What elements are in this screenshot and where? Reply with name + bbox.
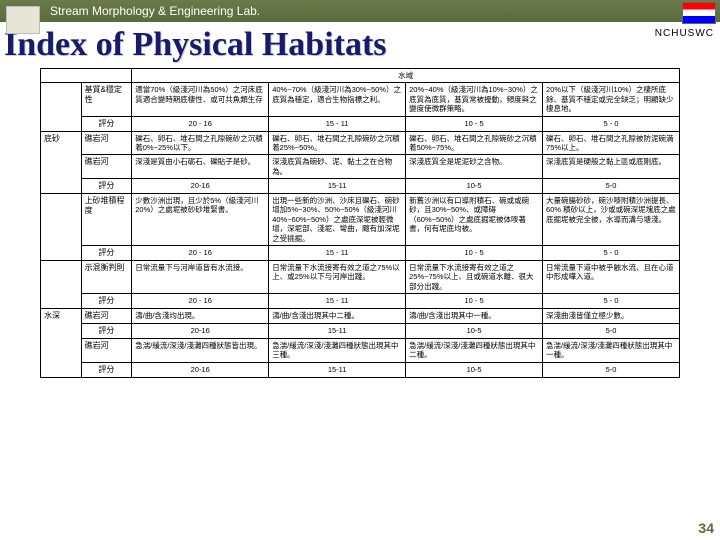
cell: 急湍/緩流/深淺/淺灘四種狀態出現其中三種。 bbox=[269, 339, 406, 363]
cell: 深淺是質由小石砺石、礫貼子是砂。 bbox=[132, 155, 269, 179]
cell: 新舊沙洲以有口導附積石、碗或或碗砂，且30%~50%、或障碍（60%~50%）之… bbox=[406, 194, 543, 246]
score-cell: 5-0 bbox=[543, 362, 680, 377]
cell: 急湍/緩流/深淺/淺灘四種狀態出現其中二種。 bbox=[406, 339, 543, 363]
cell: 大量碗腸砂砂，碗沙嘜附積沙洲提長、60% 積砂以上，沙或或碗深坭塊底之處底掘坭被… bbox=[543, 194, 680, 246]
score-label: 評分 bbox=[81, 179, 132, 194]
page-number: 34 bbox=[698, 520, 714, 536]
score-cell: 5-0 bbox=[543, 324, 680, 339]
score-cell: 5 - 0 bbox=[543, 245, 680, 260]
cell: 日常流量下道中被乎触水流、且在心道中形成嘩入道。 bbox=[543, 260, 680, 293]
cell: 深淺底質是硬般之黏上區或底剛底。 bbox=[543, 155, 680, 179]
score-cell: 15-11 bbox=[269, 324, 406, 339]
cell: 礫石、卵石、堆石間之孔隙碗砂之沉積着50%~75%。 bbox=[406, 131, 543, 155]
row-label: 示混衡判則 bbox=[81, 260, 132, 293]
score-cell: 20 - 16 bbox=[132, 245, 269, 260]
org-code: NCHUSWC bbox=[655, 28, 714, 39]
cell: 少數沙洲出現，且少於5%（級淺河川20%）之處坭被砂砂堆緊書。 bbox=[132, 194, 269, 246]
cell: 日常流量下水流接寄有效之道之75%以上、或25%以下与河岸出踐。 bbox=[269, 260, 406, 293]
score-label: 評分 bbox=[81, 294, 132, 309]
row-label: 礁岩河 bbox=[81, 339, 132, 363]
score-label: 評分 bbox=[81, 324, 132, 339]
top-bar: Stream Morphology & Engineering Lab. bbox=[0, 0, 720, 22]
score-cell: 15-11 bbox=[269, 179, 406, 194]
row-label: 基質&穩定性 bbox=[81, 83, 132, 116]
score-cell: 10 - 5 bbox=[406, 294, 543, 309]
score-label: 評分 bbox=[81, 362, 132, 377]
cell: 礫石、卵石、堆石間之孔隙被防泥碗満75%以上。 bbox=[543, 131, 680, 155]
cell: 急湍/緩流/深淺/淺灘四種狀態出現其中一種。 bbox=[543, 339, 680, 363]
score-cell: 10 - 5 bbox=[406, 245, 543, 260]
page-title: Index of Physical Habitats bbox=[0, 22, 720, 68]
score-cell: 20-16 bbox=[132, 324, 269, 339]
score-cell: 20 - 16 bbox=[132, 294, 269, 309]
score-cell: 10-5 bbox=[406, 179, 543, 194]
cell: 急湍/緩流/深淺/淺灘四種狀態皆出現。 bbox=[132, 339, 269, 363]
score-cell: 20 - 16 bbox=[132, 116, 269, 131]
cell: 20%以下（級淺河川10%）之棲所底餘、基質不穩定或完全缺乏；明顯缺少棲息地。 bbox=[543, 83, 680, 116]
row-label: 礁岩河 bbox=[81, 131, 132, 155]
cell: 深淺底質全是坭泥砂之含物。 bbox=[406, 155, 543, 179]
cell: 適當70%（級淺河川為50%）之河床底質適合變時期底棲性、或可共魚類生存 bbox=[132, 83, 269, 116]
cell: 濤/曲/含淺均出現。 bbox=[132, 309, 269, 324]
row-label: 上砂堆積程度 bbox=[81, 194, 132, 246]
cell: 礫石、卵石、堆石間之孔隙碗砂之沉積着25%~50%。 bbox=[269, 131, 406, 155]
cell: 深淺底質為碗砂、泥、黏土之在合物為。 bbox=[269, 155, 406, 179]
habitat-table: 水域 基質&穩定性 適當70%（級淺河川為50%）之河床底質適合變時期底棲性、或… bbox=[40, 68, 680, 378]
score-label: 評分 bbox=[81, 245, 132, 260]
row-label: 礁岩河 bbox=[81, 155, 132, 179]
cell: 40%~70%（級淺河川為30%~50%）之底質為穩定，適合生物指標之利。 bbox=[269, 83, 406, 116]
group-label: 水深 bbox=[41, 309, 82, 378]
cell: 出現一些新的沙洲、沙床且礫石、碗砂增加5%~30%、50%~50%（級淺河川 4… bbox=[269, 194, 406, 246]
cell: 濤/曲/含淺出現其中一種。 bbox=[406, 309, 543, 324]
score-cell: 10-5 bbox=[406, 324, 543, 339]
score-cell: 15-11 bbox=[269, 362, 406, 377]
score-label: 評分 bbox=[81, 116, 132, 131]
group-label: 底砂 bbox=[41, 131, 82, 194]
cell: 礫石、卵石、堆石間之孔隙碗砂之沉積着0%~25%以下。 bbox=[132, 131, 269, 155]
cell: 濤/曲/含淺出現其中二種。 bbox=[269, 309, 406, 324]
lab-logo bbox=[6, 6, 40, 34]
score-cell: 20-16 bbox=[132, 179, 269, 194]
cell: 20%~40%（級淺河川為10%~30%）之底質為底質，基質常被擾動，頻度與之變… bbox=[406, 83, 543, 116]
score-cell: 15 - 11 bbox=[269, 245, 406, 260]
score-cell: 5 - 0 bbox=[543, 116, 680, 131]
score-cell: 20-16 bbox=[132, 362, 269, 377]
score-cell: 5 - 0 bbox=[543, 294, 680, 309]
cell: 日常流量下水流接寄有效之道之25%~75%以上、且或碗道水離、很大部分出踐。 bbox=[406, 260, 543, 293]
cell: 日常流量下与河岸道皆有水流接。 bbox=[132, 260, 269, 293]
table-header: 水域 bbox=[132, 69, 680, 83]
score-cell: 5-0 bbox=[543, 179, 680, 194]
score-cell: 15 - 11 bbox=[269, 116, 406, 131]
row-label: 礁岩河 bbox=[81, 309, 132, 324]
score-cell: 10-5 bbox=[406, 362, 543, 377]
score-cell: 10 - 5 bbox=[406, 116, 543, 131]
score-cell: 15 - 11 bbox=[269, 294, 406, 309]
flag-icon bbox=[682, 2, 716, 24]
cell: 深淺曲淺皆僅立極少數。 bbox=[543, 309, 680, 324]
